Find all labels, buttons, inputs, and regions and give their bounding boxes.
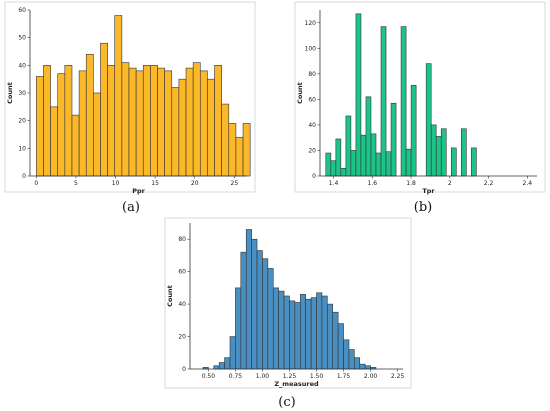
caption-b: (b) — [414, 200, 432, 215]
y-axis-title: Count — [6, 82, 14, 104]
y-tick-label: 40 — [18, 62, 26, 69]
x-tick-label: 2.2 — [484, 180, 494, 187]
x-tick-label: 1.00 — [256, 373, 270, 380]
x-tick-label: 5 — [74, 180, 78, 187]
x-tick-label: 1.50 — [310, 373, 324, 380]
x-tick-label: 0.50 — [202, 373, 216, 380]
y-tick-label: 20 — [18, 118, 26, 125]
x-tick-label: 15 — [151, 180, 159, 187]
x-tick-label: 20 — [191, 180, 199, 187]
y-tick-label: 60 — [308, 96, 316, 103]
x-tick-label: 1.75 — [337, 373, 351, 380]
x-tick-label: 25 — [231, 180, 239, 187]
y-tick-label: 40 — [178, 301, 186, 308]
y-tick-label: 20 — [178, 334, 186, 341]
x-tick-label: 2.25 — [391, 373, 405, 380]
x-tick-label: 0 — [34, 180, 38, 187]
x-tick-label: 1.6 — [368, 180, 378, 187]
x-tick-label: 10 — [112, 180, 120, 187]
x-tick-label: 1.8 — [406, 180, 416, 187]
y-tick-label: 120 — [305, 20, 317, 27]
x-tick-label: 2 — [448, 180, 452, 187]
x-tick-label: 0.75 — [229, 373, 243, 380]
y-tick-label: 100 — [305, 45, 317, 52]
y-tick-label: 0 — [22, 173, 26, 180]
x-tick-label: 1.25 — [283, 373, 297, 380]
x-tick-label: 2.00 — [364, 373, 378, 380]
y-axis-title: Count — [166, 285, 174, 307]
x-tick-label: 2.4 — [523, 180, 533, 187]
y-tick-label: 50 — [18, 35, 26, 42]
y-tick-label: 60 — [18, 7, 26, 14]
x-tick-label: 1.4 — [329, 180, 339, 187]
y-tick-label: 80 — [178, 236, 186, 243]
y-tick-label: 0 — [312, 173, 316, 180]
y-tick-label: 80 — [308, 71, 316, 78]
y-tick-label: 10 — [18, 145, 26, 152]
y-tick-label: 20 — [308, 147, 316, 154]
y-tick-label: 30 — [18, 90, 26, 97]
caption-a: (a) — [122, 200, 140, 215]
y-tick-label: 60 — [178, 269, 186, 276]
y-tick-label: 40 — [308, 122, 316, 129]
y-axis-title: Count — [296, 82, 304, 104]
x-axis-title: Tpr — [422, 187, 435, 195]
caption-c: (c) — [278, 395, 295, 410]
x-axis-title: Z_measured — [274, 380, 319, 388]
y-tick-label: 0 — [182, 366, 186, 373]
x-axis-title: Ppr — [132, 187, 145, 195]
